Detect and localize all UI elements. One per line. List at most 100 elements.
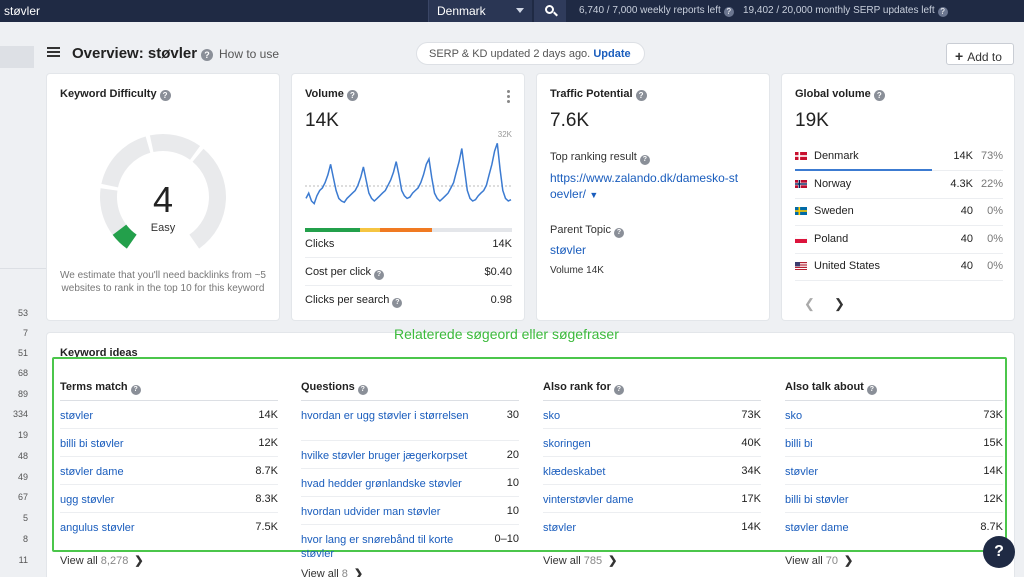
keyword-link[interactable]: støvler dame — [60, 466, 124, 478]
keyword-link[interactable]: ugg støvler — [60, 494, 115, 506]
country-row[interactable]: United States 40 0% — [795, 253, 1003, 281]
help-icon[interactable]: ? — [159, 90, 171, 101]
keyword-link[interactable]: hvordan udvider man støvler — [301, 506, 441, 518]
column-title: Also rank for — [543, 381, 611, 393]
add-to-button[interactable]: + Add to — [946, 43, 1014, 65]
rail-tab[interactable] — [0, 46, 34, 68]
keyword-volume: 14K — [983, 465, 1003, 477]
country-row[interactable]: Poland 40 0% — [795, 226, 1003, 254]
parent-topic-link[interactable]: støvler — [550, 243, 586, 257]
help-icon[interactable]: ? — [130, 385, 141, 395]
rail-number: 48 — [17, 451, 28, 461]
keyword-volume: 73K — [983, 409, 1003, 421]
keyword-link[interactable]: hvor lang er snørebånd til korte støvler — [301, 534, 454, 560]
keyword-link[interactable]: hvordan er ugg støvler i størrelsen — [301, 410, 469, 422]
keyword-link[interactable]: sko — [785, 410, 803, 422]
country-row[interactable]: Sweden 40 0% — [795, 198, 1003, 226]
view-all-link[interactable]: View all 8 ❯ — [301, 567, 363, 577]
how-to-use-link[interactable]: ? How to use — [201, 47, 279, 61]
keyword-link[interactable]: klædeskabet — [543, 466, 606, 478]
help-icon[interactable]: ? — [392, 298, 403, 308]
country-percent: 22% — [980, 177, 1003, 190]
intent-bar-segment — [305, 228, 360, 232]
gauge-segment — [101, 136, 151, 188]
search-button[interactable] — [534, 0, 566, 22]
help-icon[interactable]: ? — [346, 90, 358, 101]
country-row[interactable]: Denmark 14K 73% — [795, 143, 1003, 171]
keyword-row: sko 73K — [785, 401, 1003, 429]
keyword-link[interactable]: billi bi støvler — [785, 494, 849, 506]
help-icon[interactable]: ? — [639, 155, 650, 165]
help-icon[interactable]: ? — [613, 385, 624, 395]
kd-note: We estimate that you'll need backlinks f… — [60, 270, 266, 294]
menu-icon[interactable] — [47, 47, 60, 57]
traffic-value: 7.6K — [550, 110, 590, 131]
stat-value: $0.40 — [484, 266, 512, 278]
traffic-potential-card: Traffic Potential? 7.6K Top ranking resu… — [537, 74, 769, 320]
help-icon[interactable]: ? — [937, 7, 948, 17]
country-percent: 0% — [987, 260, 1003, 272]
keyword-link[interactable]: støvler dame — [785, 522, 849, 534]
view-all-link[interactable]: View all 8,278 ❯ — [60, 554, 144, 567]
view-all-link[interactable]: View all 70 ❯ — [785, 554, 853, 567]
rail-number: 89 — [17, 389, 28, 399]
more-options-icon[interactable] — [507, 90, 510, 105]
view-all-count: 8,278 — [100, 555, 129, 567]
chevron-left-icon[interactable]: ❮ — [804, 296, 815, 311]
help-icon[interactable]: ? — [374, 270, 385, 280]
divider — [543, 400, 761, 401]
help-icon[interactable]: ? — [635, 90, 647, 101]
keyword-row: støvler dame 8.7K — [785, 513, 1003, 541]
kd-title: Keyword Difficulty — [60, 88, 157, 100]
search-input[interactable]: støvler — [4, 4, 40, 18]
caret-down-icon[interactable]: ▼ — [589, 190, 599, 200]
keyword-link[interactable]: hvad hedder grønlandske støvler — [301, 478, 462, 490]
stat-label-text: Cost per click — [305, 266, 372, 278]
country-select[interactable]: Denmark — [428, 0, 532, 22]
global-volume-card: Global volume? 19K Denmark 14K 73% Norwa… — [782, 74, 1014, 320]
keyword-link[interactable]: støvler — [60, 410, 93, 422]
help-icon[interactable]: ? — [866, 385, 877, 395]
keyword-link[interactable]: hvilke støvler bruger jægerkorpset — [301, 450, 468, 462]
weekly-quota: 6,740 / 7,000 weekly reports left? — [579, 5, 734, 17]
card-title: Traffic Potential? — [550, 88, 647, 101]
help-icon[interactable]: ? — [613, 228, 624, 238]
country-row[interactable]: Norway 4.3K 22% — [795, 171, 1003, 199]
keyword-link[interactable]: støvler — [543, 522, 576, 534]
stat-label: Clicks per search? — [305, 294, 403, 308]
keyword-volume: 7.5K — [255, 521, 278, 533]
help-icon[interactable]: ? — [873, 90, 885, 101]
keyword-link[interactable]: sko — [543, 410, 561, 422]
keyword-link[interactable]: skoringen — [543, 438, 591, 450]
add-to-label: Add to — [967, 50, 1002, 64]
rail-number: 8 — [22, 534, 28, 544]
parent-topic-volume: Volume 14K — [550, 265, 604, 276]
view-all-link[interactable]: View all 785 ❯ — [543, 554, 617, 567]
keyword-link[interactable]: billi bi støvler — [60, 438, 124, 450]
keyword-row: støvler 14K — [785, 457, 1003, 485]
keyword-link[interactable]: vinterstøvler dame — [543, 494, 634, 506]
help-icon[interactable]: ? — [357, 385, 368, 395]
view-all-label: View all — [301, 568, 339, 577]
help-icon[interactable]: ? — [723, 7, 734, 17]
top-ranking-url[interactable]: https://www.zalando.dk/damesko-st oevler/… — [550, 170, 738, 203]
chevron-right-icon[interactable]: ❯ — [834, 296, 845, 311]
column-header: Also rank for? — [543, 381, 624, 395]
stat-label: Clicks — [305, 238, 334, 250]
volume-chart: 32K — [305, 130, 512, 232]
update-link[interactable]: Update — [593, 48, 631, 60]
keyword-ideas-panel: Keyword ideas — [47, 333, 1014, 577]
country-volume: 4.3K — [950, 177, 973, 190]
intent-bar-segment — [360, 228, 380, 232]
intent-bar-segment — [432, 228, 512, 232]
help-button[interactable]: ? — [983, 536, 1015, 568]
rail-number: 68 — [17, 368, 28, 378]
keyword-row: vinterstøvler dame 17K — [543, 485, 761, 513]
help-icon: ? — [201, 49, 213, 61]
keyword-link[interactable]: støvler — [785, 466, 818, 478]
keyword-volume: 14K — [258, 409, 278, 421]
keyword-link[interactable]: angulus støvler — [60, 522, 135, 534]
keyword-link[interactable]: billi bi — [785, 438, 813, 450]
kd-label: Easy — [150, 222, 176, 234]
kd-gauge — [100, 134, 227, 249]
